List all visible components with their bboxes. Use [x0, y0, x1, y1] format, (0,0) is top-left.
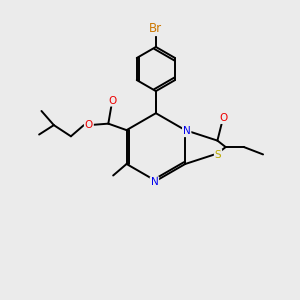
Text: N: N	[183, 126, 190, 136]
Text: Br: Br	[149, 22, 163, 35]
Text: O: O	[109, 96, 117, 106]
Text: S: S	[215, 150, 221, 160]
Text: O: O	[85, 119, 93, 130]
Text: O: O	[219, 113, 227, 123]
Text: N: N	[151, 177, 158, 187]
